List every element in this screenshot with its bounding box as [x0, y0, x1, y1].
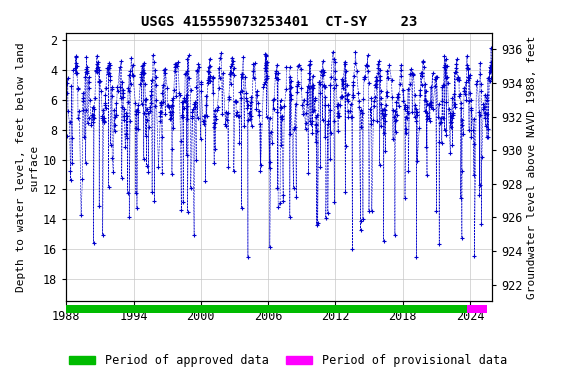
Legend: Period of approved data, Period of provisional data: Period of approved data, Period of provi… [69, 354, 507, 367]
Title: USGS 415559073253401  CT-SY    23: USGS 415559073253401 CT-SY 23 [141, 15, 418, 29]
Y-axis label: Depth to water level, feet below land
surface: Depth to water level, feet below land su… [16, 42, 39, 292]
Y-axis label: Groundwater level above NAVD 1988, feet: Groundwater level above NAVD 1988, feet [527, 35, 537, 299]
Bar [467, 305, 487, 313]
